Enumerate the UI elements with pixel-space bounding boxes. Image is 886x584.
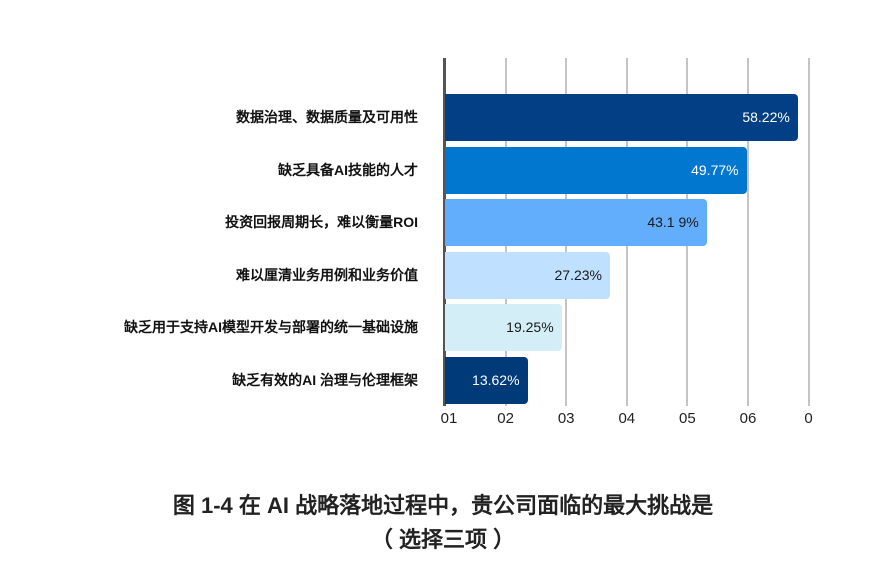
category-label: 缺乏具备AI技能的人才 — [278, 161, 418, 178]
x-tick-label: 04 — [618, 410, 636, 427]
bar: 19.25% — [445, 304, 562, 351]
bar: 27.23% — [445, 251, 610, 299]
x-tick-label: 06 — [739, 410, 757, 427]
bar: 58.22% — [445, 94, 798, 141]
bar: 49.77% — [445, 146, 747, 194]
gridline — [747, 58, 749, 406]
category-label: 投资回报周期长，难以衡量ROI — [225, 214, 418, 230]
category-label: 数据治理、数据质量及可用性 — [236, 109, 418, 125]
category-label: 难以厘清业务用例和业务价值 — [236, 266, 418, 283]
bar-value-label: 49.77% — [691, 161, 739, 178]
bar-value-label: 27.23% — [554, 266, 602, 283]
bar-value-label: 19.25% — [506, 319, 554, 335]
y-axis-line — [443, 58, 446, 406]
category-label: 缺乏用于支持AI模型开发与部署的统一基础设施 — [124, 319, 418, 335]
bar-value-label: 58.22% — [742, 109, 790, 125]
x-tick-label: 05 — [679, 410, 696, 427]
bar-chart: 数据治理、数据质量及可用性 58.22% 缺乏具备AI技能的人才 49.77% 投资回报… — [124, 58, 813, 427]
category-label: 缺乏有效的AI 治理与伦理框架 — [232, 371, 418, 388]
x-tick-label: 02 — [497, 410, 514, 427]
bar-value-label: 13.62% — [472, 371, 520, 388]
x-tick-label: 03 — [557, 410, 575, 427]
bar: 43.1 9% — [445, 199, 707, 246]
chart-caption-line2: （ 选择三项 ） — [370, 527, 516, 552]
x-tick-label: 01 — [440, 410, 458, 427]
chart-caption-line1: 图 1-4 在 AI 战略落地过程中，贵公司面临的最大挑战是 — [172, 493, 714, 518]
gridline — [807, 58, 810, 406]
bar-value-label: 43.1 9% — [647, 214, 699, 230]
bar: 13.62% — [445, 356, 528, 404]
x-tick-label: 0 — [804, 410, 813, 427]
